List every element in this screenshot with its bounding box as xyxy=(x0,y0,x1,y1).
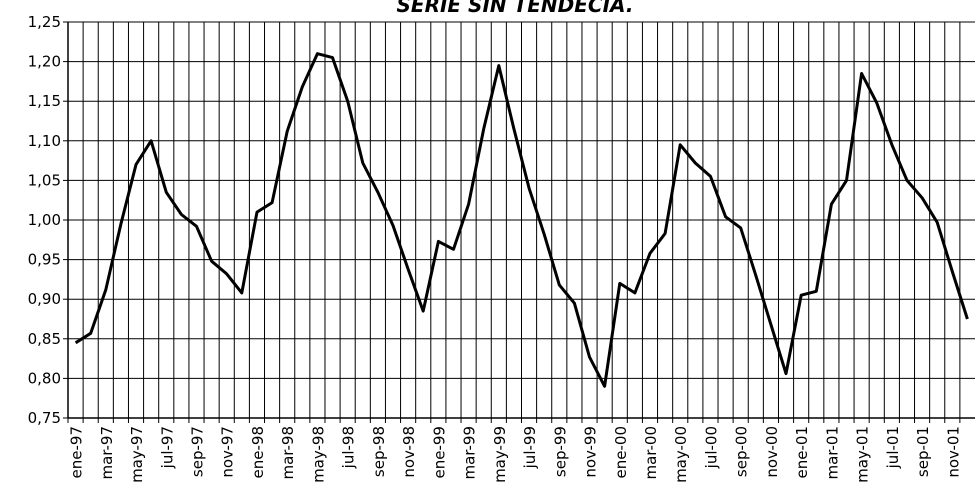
x-tick-label: may-98 xyxy=(309,426,327,483)
x-tick-label: ene-01 xyxy=(793,426,811,478)
y-tick-label: 0,85 xyxy=(28,330,61,348)
x-tick-label: nov-97 xyxy=(219,426,237,478)
y-tick-label: 1,15 xyxy=(28,92,61,110)
x-tick-label: ene-98 xyxy=(249,426,267,478)
x-tick-label: nov-00 xyxy=(763,426,781,478)
x-tick-label: sep-97 xyxy=(188,426,206,477)
x-tick-label: may-00 xyxy=(672,426,690,483)
x-tick-label: ene-00 xyxy=(612,426,630,478)
x-tick-label: jul-01 xyxy=(884,426,902,469)
x-tick-label: mar-01 xyxy=(823,426,841,480)
x-tick-label: sep-01 xyxy=(914,426,932,477)
y-tick-label: 1,20 xyxy=(28,53,61,71)
y-tick-label: 0,75 xyxy=(28,409,61,427)
x-tick-label: nov-01 xyxy=(944,426,962,478)
x-tick-label: jul-99 xyxy=(521,426,539,469)
chart-title: SERIE SIN TENDECIA. xyxy=(397,0,634,17)
x-tick-label: sep-99 xyxy=(551,426,569,477)
x-tick-label: mar-98 xyxy=(279,426,297,480)
x-tick-label: ene-97 xyxy=(68,426,86,478)
y-tick-label: 1,00 xyxy=(28,211,61,229)
x-tick-label: mar-97 xyxy=(98,426,116,480)
y-tick-label: 1,05 xyxy=(28,171,61,189)
y-tick-label: 0,80 xyxy=(28,369,61,387)
y-tick-label: 1,25 xyxy=(28,13,61,31)
x-tick-label: jul-97 xyxy=(158,426,176,469)
x-tick-label: jul-00 xyxy=(702,426,720,469)
x-tick-label: nov-99 xyxy=(582,426,600,478)
x-tick-label: sep-00 xyxy=(733,426,751,477)
x-tick-label: may-99 xyxy=(491,426,509,483)
x-tick-label: may-97 xyxy=(128,426,146,483)
x-tick-label: jul-98 xyxy=(340,426,358,469)
x-tick-label: ene-99 xyxy=(430,426,448,478)
x-tick-label: nov-98 xyxy=(400,426,418,478)
x-tick-label: may-01 xyxy=(854,426,872,483)
x-tick-label: mar-99 xyxy=(461,426,479,480)
series-line xyxy=(74,52,969,388)
y-tick-label: 1,10 xyxy=(28,132,61,150)
y-tick-label: 0,95 xyxy=(28,251,61,269)
y-tick-label: 0,90 xyxy=(28,290,61,308)
x-tick-label: mar-00 xyxy=(642,426,660,480)
x-tick-label: sep-98 xyxy=(370,426,388,477)
